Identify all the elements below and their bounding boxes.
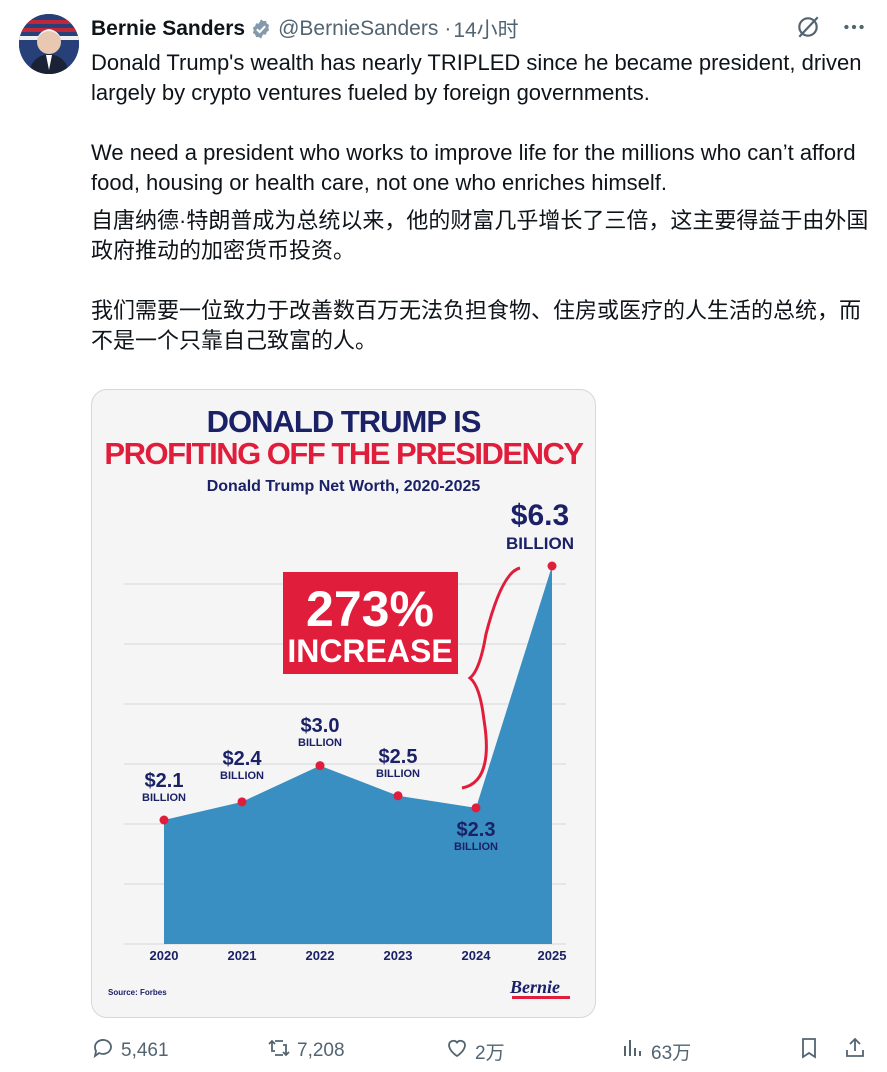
chart-source: Source: Forbes — [108, 988, 167, 997]
data-point-2025 — [547, 561, 557, 571]
data-point-2020 — [159, 815, 169, 825]
x-tick-2022: 2022 — [306, 948, 335, 963]
data-unit-2023: BILLION — [376, 768, 420, 780]
like-count: 2万 — [475, 1042, 505, 1064]
views-count: 63万 — [651, 1042, 692, 1064]
x-tick-2023: 2023 — [384, 948, 413, 963]
retweet-icon — [267, 1036, 291, 1066]
data-unit-2024: BILLION — [454, 841, 498, 853]
chart-subtitle: Donald Trump Net Worth, 2020-2025 — [206, 478, 481, 495]
share-button[interactable] — [843, 1036, 867, 1066]
increase-callout-box — [283, 572, 458, 674]
increase-word: INCREASE — [287, 633, 452, 669]
data-point-2021 — [237, 797, 247, 807]
author-handle[interactable]: @BernieSanders — [278, 17, 439, 40]
like-icon — [445, 1036, 469, 1066]
increase-percent: 273% — [306, 581, 434, 637]
data-unit-2020: BILLION — [142, 792, 186, 804]
card-title-line1: DONALD TRUMP IS — [206, 404, 482, 439]
verified-badge-icon — [250, 18, 272, 40]
media-card[interactable]: DONALD TRUMP IS PROFITING OFF THE PRESID… — [91, 389, 596, 1018]
net-worth-chart: $2.1BILLION$2.4BILLION$3.0BILLION$2.5BIL… — [124, 499, 574, 963]
more-icon[interactable] — [841, 14, 867, 40]
x-tick-2025: 2025 — [538, 948, 567, 963]
grok-icon[interactable] — [795, 14, 821, 40]
x-tick-2021: 2021 — [228, 948, 257, 963]
retweet-count: 7,208 — [297, 1040, 345, 1061]
data-unit-2022: BILLION — [298, 737, 342, 749]
share-icon — [843, 1036, 867, 1066]
tweet-header: Bernie Sanders @BernieSanders · 14小时 — [91, 14, 519, 44]
reply-count: 5,461 — [121, 1040, 169, 1061]
bookmark-icon — [797, 1036, 821, 1066]
data-label-2023: $2.5 — [379, 746, 418, 768]
x-tick-2020: 2020 — [150, 948, 179, 963]
tweet-text-en-p1: Donald Trump's wealth has nearly TRIPLED… — [91, 50, 862, 105]
author-name[interactable]: Bernie Sanders — [91, 17, 246, 40]
area-series — [164, 566, 552, 944]
like-button[interactable]: 2万 — [445, 1036, 505, 1066]
tweet-action-bar: 5,461 7,208 2万 63万 — [91, 1036, 871, 1068]
data-unit-2025: BILLION — [506, 534, 574, 553]
tweet-translation-p1: 自唐纳德·特朗普成为总统以来，他的财富几乎增长了三倍，这主要得益于由外国政府推动… — [91, 208, 869, 263]
data-point-2023 — [393, 791, 403, 801]
increase-bracket — [461, 566, 521, 790]
bookmark-button[interactable] — [797, 1036, 821, 1066]
tweet-body: Donald Trump's wealth has nearly TRIPLED… — [91, 48, 871, 356]
views-icon — [621, 1036, 645, 1066]
time-separator: · — [444, 17, 452, 40]
data-label-2022: $3.0 — [301, 715, 340, 737]
tweet-text-en-p2: We need a president who works to improve… — [91, 140, 856, 195]
data-point-2024 — [471, 803, 481, 813]
x-tick-2024: 2024 — [462, 948, 492, 963]
bernie-logo-underline — [512, 996, 570, 999]
reply-icon — [91, 1036, 115, 1066]
data-label-2024: $2.3 — [457, 819, 496, 841]
reply-button[interactable]: 5,461 — [91, 1036, 169, 1066]
avatar[interactable] — [19, 14, 79, 74]
timestamp[interactable]: 14小时 — [453, 19, 519, 42]
bernie-logo: Bernie — [510, 977, 561, 997]
data-label-2025: $6.3 — [511, 499, 569, 532]
card-title-line2: PROFITING OFF THE PRESIDENCY — [104, 436, 584, 471]
data-label-2020: $2.1 — [145, 770, 184, 792]
data-unit-2021: BILLION — [220, 770, 264, 782]
views-button[interactable]: 63万 — [621, 1036, 691, 1066]
retweet-button[interactable]: 7,208 — [267, 1036, 345, 1066]
tweet-translation-p2: 我们需要一位致力于改善数百万无法负担食物、住房或医疗的人生活的总统，而不是一个只… — [91, 298, 862, 353]
data-point-2022 — [315, 761, 325, 771]
data-label-2021: $2.4 — [223, 748, 263, 770]
